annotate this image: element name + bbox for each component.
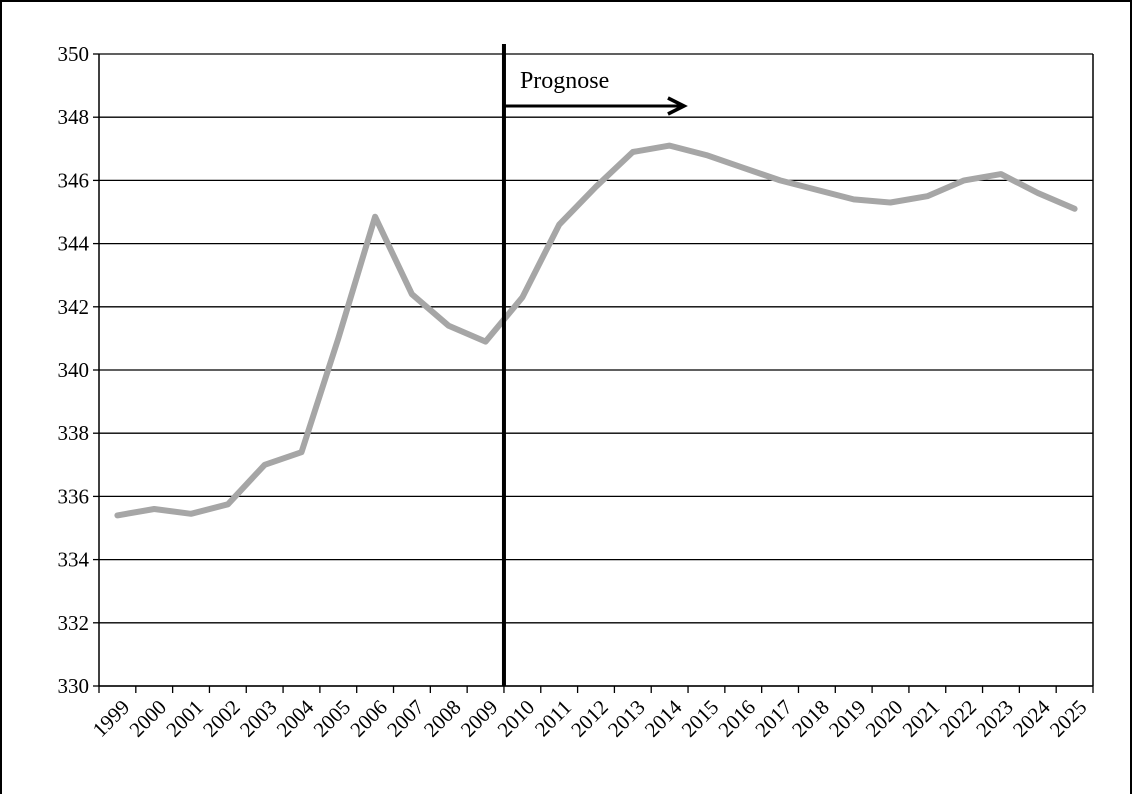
series-lines <box>114 142 1078 519</box>
x-tick-label: 2005 <box>309 695 356 742</box>
y-tick-label: 348 <box>58 105 90 129</box>
data-point <box>706 155 707 156</box>
y-tick-label: 338 <box>58 421 90 445</box>
x-tick-label: 2022 <box>934 695 981 742</box>
data-point <box>890 202 891 203</box>
x-tick-label: 2019 <box>824 695 871 742</box>
y-tick-label: 342 <box>58 295 90 319</box>
data-point <box>227 504 228 505</box>
x-tick-label: 2012 <box>566 695 613 742</box>
x-tick-label: 2016 <box>713 695 760 742</box>
data-point <box>927 196 928 197</box>
data-point <box>1037 193 1038 194</box>
data-point <box>669 145 670 146</box>
x-tick-label: 2023 <box>971 695 1018 742</box>
y-tick-label: 344 <box>58 232 90 256</box>
data-point <box>632 151 633 152</box>
y-tick-label: 340 <box>58 358 90 382</box>
y-tick-label: 330 <box>58 674 90 698</box>
x-tick-label: 2013 <box>603 695 650 742</box>
data-point <box>1074 208 1075 209</box>
forecast-arrow-head <box>667 96 688 116</box>
data-point <box>485 341 486 342</box>
y-tick-label: 346 <box>58 168 90 192</box>
x-tick-label: 2014 <box>640 695 687 742</box>
x-tick-label: 1999 <box>88 695 135 742</box>
data-point <box>411 294 412 295</box>
data-point <box>559 224 560 225</box>
data-point <box>301 452 302 453</box>
x-tick-label: 2006 <box>345 695 392 742</box>
data-point <box>154 509 155 510</box>
data-point <box>853 199 854 200</box>
y-tick-label: 336 <box>58 484 90 508</box>
data-point <box>743 167 744 168</box>
x-tick-label: 2010 <box>493 695 540 742</box>
data-point <box>1000 174 1001 175</box>
x-tick-label: 2001 <box>161 695 208 742</box>
data-point <box>375 216 376 217</box>
x-tick-label: 2000 <box>124 695 171 742</box>
forecast-annotation: Prognose <box>501 44 688 686</box>
data-point <box>264 464 265 465</box>
data-point <box>964 180 965 181</box>
axes: 3303323343363383403423443463483501999200… <box>58 42 1094 742</box>
x-tick-label: 2009 <box>456 695 503 742</box>
x-tick-label: 2002 <box>198 695 245 742</box>
x-tick-label: 2020 <box>861 695 908 742</box>
y-tick-label: 350 <box>58 42 90 66</box>
x-tick-label: 2018 <box>787 695 834 742</box>
data-point <box>596 186 597 187</box>
x-tick-label: 2024 <box>1008 695 1055 742</box>
x-tick-label: 2015 <box>677 695 724 742</box>
y-tick-label: 334 <box>58 548 90 572</box>
prognose-label: Prognose <box>520 68 609 94</box>
x-tick-label: 2017 <box>750 695 797 742</box>
x-tick-label: 2025 <box>1045 695 1092 742</box>
x-tick-label: 2007 <box>382 695 429 742</box>
data-point <box>117 515 118 516</box>
x-tick-label: 2021 <box>898 695 945 742</box>
y-tick-label: 332 <box>58 611 90 635</box>
x-tick-label: 2008 <box>419 695 466 742</box>
x-tick-label: 2011 <box>530 695 576 741</box>
series-line <box>114 142 1078 519</box>
data-point <box>816 189 817 190</box>
data-point <box>522 297 523 298</box>
x-tick-label: 2003 <box>235 695 282 742</box>
x-tick-label: 2004 <box>272 695 319 742</box>
data-point <box>338 338 339 339</box>
data-point <box>191 513 192 514</box>
data-point <box>448 325 449 326</box>
data-point <box>780 180 781 181</box>
gridlines <box>99 53 1093 687</box>
